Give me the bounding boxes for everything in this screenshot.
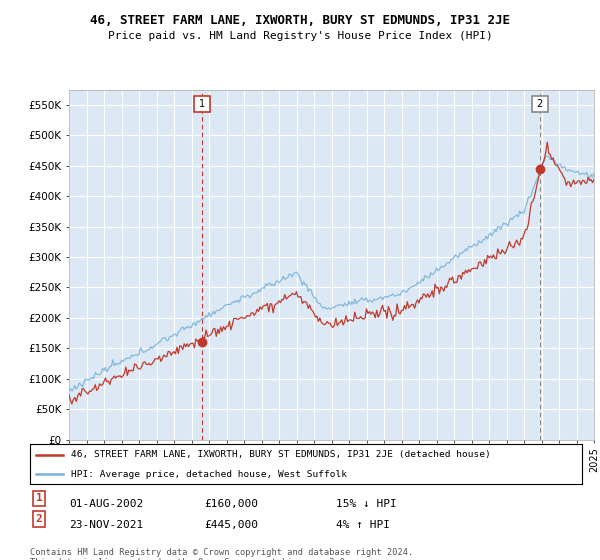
Text: 4% ↑ HPI: 4% ↑ HPI xyxy=(336,520,390,530)
Text: 46, STREET FARM LANE, IXWORTH, BURY ST EDMUNDS, IP31 2JE (detached house): 46, STREET FARM LANE, IXWORTH, BURY ST E… xyxy=(71,450,491,459)
Text: 23-NOV-2021: 23-NOV-2021 xyxy=(69,520,143,530)
Text: Contains HM Land Registry data © Crown copyright and database right 2024.
This d: Contains HM Land Registry data © Crown c… xyxy=(30,548,413,560)
Text: Price paid vs. HM Land Registry's House Price Index (HPI): Price paid vs. HM Land Registry's House … xyxy=(107,31,493,41)
Text: £445,000: £445,000 xyxy=(204,520,258,530)
Text: £160,000: £160,000 xyxy=(204,499,258,509)
Text: HPI: Average price, detached house, West Suffolk: HPI: Average price, detached house, West… xyxy=(71,470,347,479)
Text: 1: 1 xyxy=(35,493,43,503)
Text: 1: 1 xyxy=(199,99,205,109)
Text: 46, STREET FARM LANE, IXWORTH, BURY ST EDMUNDS, IP31 2JE: 46, STREET FARM LANE, IXWORTH, BURY ST E… xyxy=(90,14,510,27)
Text: 2: 2 xyxy=(536,99,543,109)
Text: 2: 2 xyxy=(35,514,43,524)
Text: 15% ↓ HPI: 15% ↓ HPI xyxy=(336,499,397,509)
Text: 01-AUG-2002: 01-AUG-2002 xyxy=(69,499,143,509)
